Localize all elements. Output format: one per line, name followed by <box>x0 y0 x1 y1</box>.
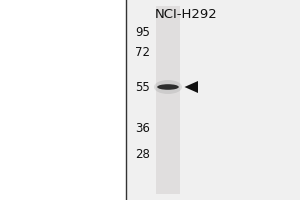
Bar <box>126 0 300 200</box>
Bar <box>0 0 126 200</box>
Text: 36: 36 <box>135 122 150 136</box>
Bar <box>156 6 180 194</box>
Polygon shape <box>184 81 198 93</box>
Text: NCI-H292: NCI-H292 <box>154 8 218 21</box>
Text: 55: 55 <box>135 81 150 94</box>
Ellipse shape <box>154 80 182 94</box>
Text: 95: 95 <box>135 26 150 40</box>
Ellipse shape <box>157 84 179 90</box>
Text: 28: 28 <box>135 148 150 160</box>
Text: 72: 72 <box>135 46 150 60</box>
